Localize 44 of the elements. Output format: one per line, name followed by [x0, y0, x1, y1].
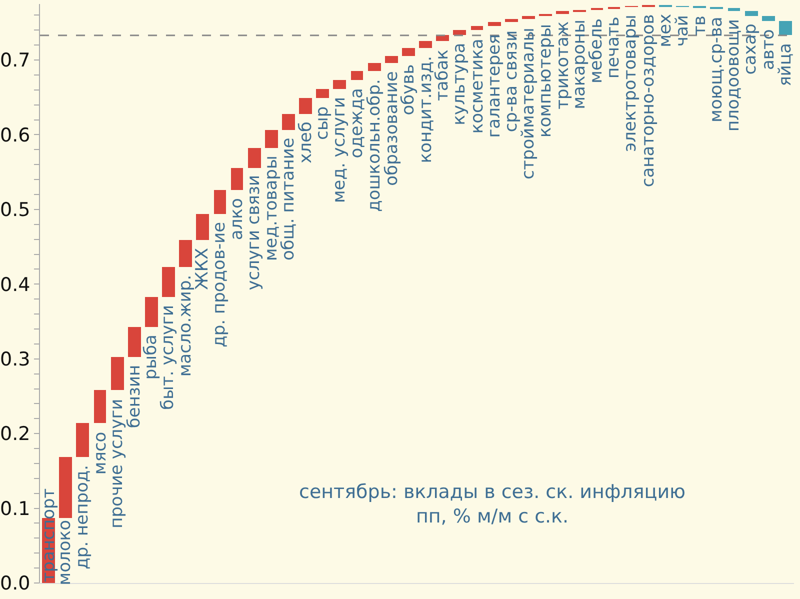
bar [556, 11, 569, 14]
bar [196, 214, 209, 240]
bar [94, 390, 106, 423]
bar [779, 21, 792, 35]
x-tick-label: транспорт [39, 488, 60, 582]
bar [488, 22, 501, 26]
y-tick-label: 0.3 [0, 348, 30, 371]
bar [145, 297, 158, 327]
x-tick-label: дошкольн.обр. [364, 79, 384, 212]
bar [316, 89, 329, 98]
bar [299, 98, 312, 114]
bar [111, 357, 124, 390]
bar [351, 71, 363, 80]
bar [179, 240, 192, 267]
bar [214, 190, 226, 214]
y-tick-label: 0.0 [0, 572, 30, 595]
y-tick-label: 0.7 [0, 50, 30, 72]
bar [333, 80, 346, 89]
bar [265, 130, 278, 148]
bar [59, 457, 72, 518]
bar [231, 168, 243, 190]
y-tick-label: 0.4 [0, 274, 30, 296]
bar [505, 19, 518, 22]
bar [162, 267, 175, 297]
bar [728, 8, 740, 11]
bar [76, 423, 89, 457]
bar [368, 63, 381, 71]
y-tick-label: 0.5 [0, 199, 30, 222]
y-tick-label: 0.2 [0, 423, 30, 446]
y-tick-label: 0.6 [0, 124, 30, 146]
x-tick-label: др. непрод. [72, 464, 92, 570]
bar [282, 114, 295, 130]
bar [453, 30, 466, 35]
bar [385, 56, 398, 63]
bar [745, 11, 758, 16]
bar [762, 16, 775, 21]
bar [522, 16, 535, 19]
bar [471, 26, 483, 30]
y-tick-label: 0.1 [0, 498, 30, 520]
bar [128, 327, 141, 357]
bar [248, 148, 261, 168]
bar [402, 48, 415, 56]
bar [419, 41, 432, 48]
annotation: сентябрь: вклады в сез. ск. инфляцию пп, % м/м с с.к. [299, 481, 686, 528]
